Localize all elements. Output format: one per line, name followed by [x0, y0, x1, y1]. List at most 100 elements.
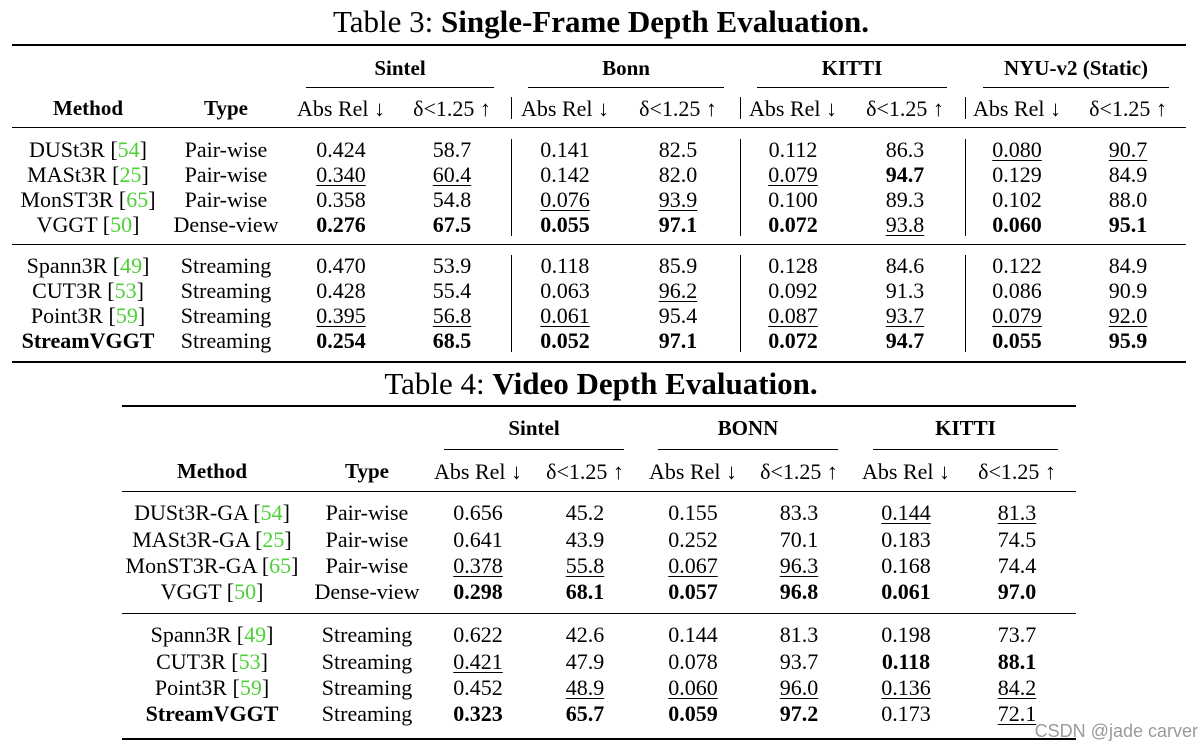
method-label: Point3R: [30, 303, 103, 328]
value-cell: 0.141: [540, 137, 590, 162]
value-cell: 97.1: [658, 328, 698, 353]
metric-header: δ<1.25 ↑: [760, 459, 838, 484]
method-label: StreamVGGT: [21, 328, 155, 353]
citation-link[interactable]: 50: [234, 579, 257, 604]
value-cell: 97.2: [779, 701, 819, 726]
citation-link[interactable]: 53: [238, 649, 261, 674]
value-cell: 0.060: [668, 675, 718, 700]
bottom-rule: [122, 738, 1076, 740]
citation-link[interactable]: 53: [114, 278, 137, 303]
value-cell: 0.055: [540, 212, 590, 237]
value-cell: 0.087: [768, 303, 818, 328]
method-label: Point3R: [154, 675, 227, 700]
value-cell: 82.0: [658, 162, 698, 187]
value-cell: 86.3: [885, 137, 925, 162]
value-cell: 0.052: [540, 328, 590, 353]
citation-link[interactable]: 65: [126, 187, 149, 212]
value-cell: 0.100: [768, 187, 818, 212]
method-name: MonST3R-GA [65]: [125, 553, 299, 578]
value-cell: 48.9: [565, 675, 605, 700]
value-cell: 0.622: [453, 622, 503, 647]
column-separator: [740, 139, 741, 236]
value-cell: 0.298: [453, 579, 503, 604]
type-cell: Dense-view: [173, 212, 279, 237]
header-separator: [740, 97, 741, 119]
method-name: CUT3R [53]: [32, 278, 144, 303]
value-cell: 0.061: [881, 579, 931, 604]
method-label: Spann3R: [150, 622, 232, 647]
type-cell: Pair-wise: [325, 553, 409, 578]
value-cell: 94.7: [885, 162, 925, 187]
method-name: MASt3R [25]: [27, 162, 149, 187]
value-cell: 72.1: [997, 701, 1037, 726]
citation-link[interactable]: 59: [239, 675, 262, 700]
method-name: DUSt3R-GA [54]: [134, 500, 290, 525]
value-cell: 0.128: [768, 253, 818, 278]
dataset-underline: [658, 449, 838, 450]
method-name: StreamVGGT: [146, 701, 279, 726]
value-cell: 53.9: [432, 253, 472, 278]
citation-link[interactable]: 25: [119, 162, 142, 187]
value-cell: 96.3: [779, 553, 819, 578]
table-number: Table 4:: [384, 366, 485, 401]
value-cell: 92.0: [1108, 303, 1148, 328]
value-cell: 0.252: [668, 527, 718, 552]
method-label: StreamVGGT: [145, 701, 279, 726]
method-name: DUSt3R [54]: [29, 137, 147, 162]
method-name: VGGT [50]: [36, 212, 140, 237]
value-cell: 88.0: [1108, 187, 1148, 212]
value-cell: 0.378: [453, 553, 503, 578]
value-cell: 0.092: [768, 278, 818, 303]
value-cell: 43.9: [565, 527, 605, 552]
dataset-underline: [873, 449, 1058, 450]
csdn-watermark: CSDN @jade carver: [1034, 721, 1198, 741]
citation-link[interactable]: 59: [115, 303, 138, 328]
value-cell: 0.428: [316, 278, 366, 303]
metric-header: δ<1.25 ↑: [866, 96, 944, 121]
citation-link[interactable]: 65: [269, 553, 292, 578]
value-cell: 93.7: [779, 649, 819, 674]
method-header: Method: [177, 459, 247, 483]
group-divider: [122, 613, 1076, 614]
value-cell: 97.0: [997, 579, 1037, 604]
type-cell: Streaming: [321, 649, 413, 674]
value-cell: 65.7: [565, 701, 605, 726]
top-rule: [122, 405, 1076, 407]
citation-link[interactable]: 54: [117, 137, 140, 162]
method-name: Spann3R [49]: [26, 253, 150, 278]
citation-link[interactable]: 54: [260, 500, 283, 525]
citation-link[interactable]: 50: [110, 212, 133, 237]
top-rule: [12, 44, 1186, 46]
value-cell: 93.8: [885, 212, 925, 237]
value-cell: 90.7: [1108, 137, 1148, 162]
dataset-underline: [983, 87, 1169, 88]
method-name: Spann3R [49]: [150, 622, 274, 647]
dataset-underline: [528, 87, 724, 88]
value-cell: 0.102: [992, 187, 1042, 212]
method-label: CUT3R: [156, 649, 226, 674]
method-label: VGGT: [160, 579, 222, 604]
value-cell: 81.3: [997, 500, 1037, 525]
value-cell: 0.358: [316, 187, 366, 212]
value-cell: 47.9: [565, 649, 605, 674]
value-cell: 0.470: [316, 253, 366, 278]
method-label: CUT3R: [32, 278, 102, 303]
group-divider: [12, 244, 1186, 245]
citation-link[interactable]: 25: [262, 527, 285, 552]
value-cell: 94.7: [885, 328, 925, 353]
value-cell: 0.424: [316, 137, 366, 162]
method-label: DUSt3R: [29, 137, 105, 162]
citation-link[interactable]: 49: [244, 622, 267, 647]
citation-link[interactable]: 49: [120, 253, 143, 278]
value-cell: 0.183: [881, 527, 931, 552]
value-cell: 84.9: [1108, 162, 1148, 187]
method-header: Method: [53, 96, 123, 120]
type-cell: Streaming: [180, 253, 272, 278]
method-label: MonST3R-GA: [125, 553, 257, 578]
value-cell: 0.155: [668, 500, 718, 525]
value-cell: 0.060: [992, 212, 1042, 237]
value-cell: 0.254: [316, 328, 366, 353]
type-header: Type: [345, 459, 389, 483]
table-caption: Table 4: Video Depth Evaluation.: [0, 366, 1202, 402]
value-cell: 0.072: [768, 328, 818, 353]
